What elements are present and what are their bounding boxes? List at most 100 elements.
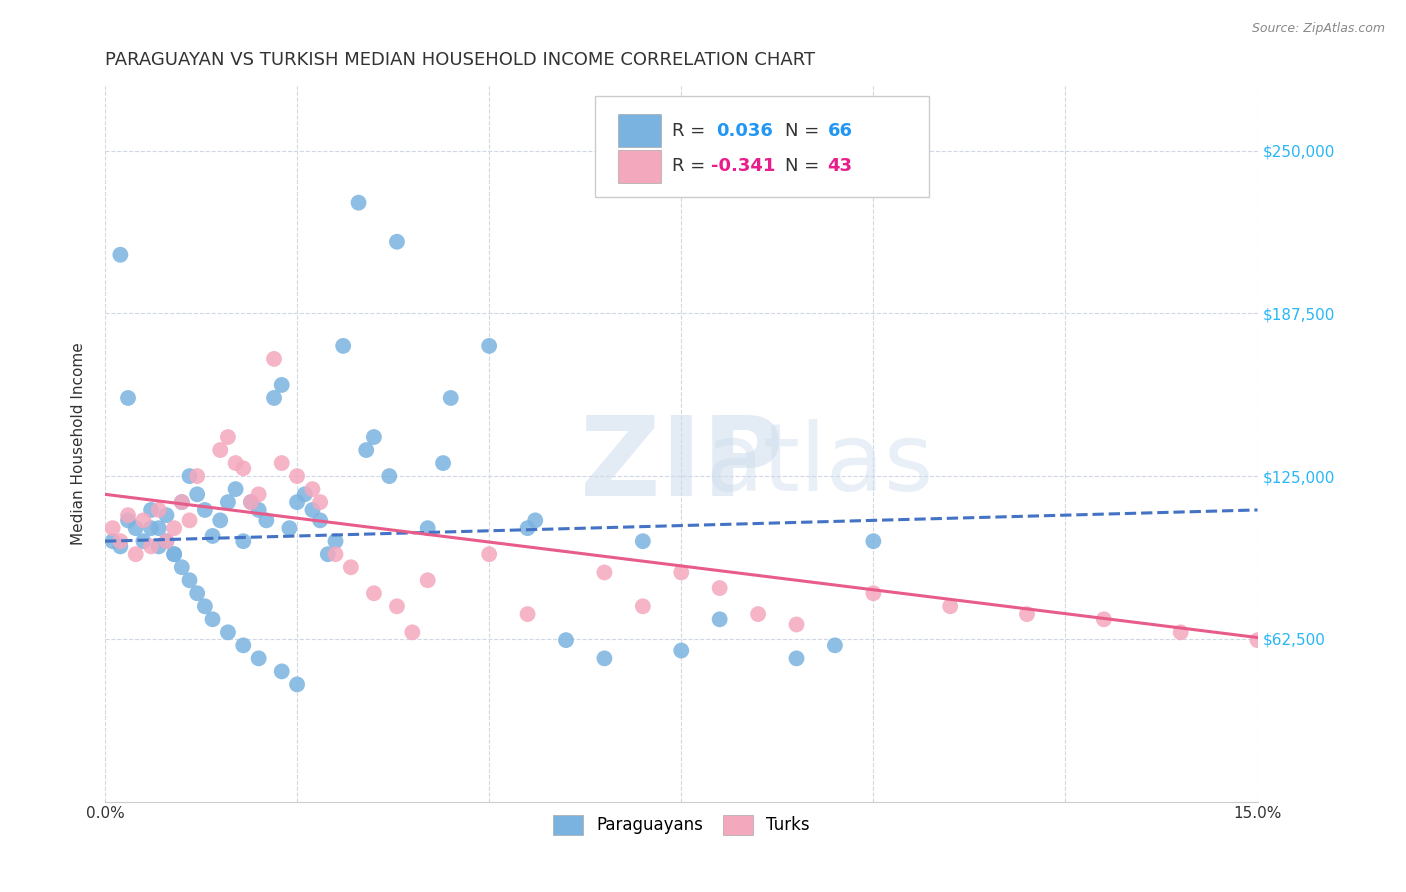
Point: [671, 643, 693, 657]
Point: [862, 534, 884, 549]
Point: [139, 540, 162, 554]
Legend: Paraguayans, Turks: Paraguayans, Turks: [544, 806, 818, 843]
Point: [179, 513, 201, 527]
Point: [194, 503, 217, 517]
Point: [301, 503, 323, 517]
Point: [217, 625, 239, 640]
Text: 66: 66: [828, 121, 852, 140]
Point: [240, 495, 263, 509]
Point: [593, 566, 616, 580]
Point: [163, 521, 186, 535]
Point: [155, 534, 177, 549]
Point: [285, 469, 308, 483]
Text: 0.036: 0.036: [716, 121, 773, 140]
Point: [1246, 633, 1268, 648]
Point: [132, 513, 155, 527]
Point: [671, 566, 693, 580]
Point: [240, 495, 263, 509]
Point: [478, 339, 501, 353]
Point: [1015, 607, 1038, 621]
Text: Source: ZipAtlas.com: Source: ZipAtlas.com: [1251, 22, 1385, 36]
Point: [110, 534, 132, 549]
FancyBboxPatch shape: [617, 114, 661, 147]
Point: [148, 503, 170, 517]
Point: [516, 607, 538, 621]
Point: [363, 586, 385, 600]
Point: [101, 534, 124, 549]
Text: N =: N =: [785, 157, 825, 176]
Point: [316, 547, 339, 561]
Point: [709, 581, 731, 595]
Text: N =: N =: [785, 121, 825, 140]
Text: PARAGUAYAN VS TURKISH MEDIAN HOUSEHOLD INCOME CORRELATION CHART: PARAGUAYAN VS TURKISH MEDIAN HOUSEHOLD I…: [105, 51, 815, 69]
Point: [294, 487, 316, 501]
Point: [378, 469, 401, 483]
Point: [340, 560, 363, 574]
Point: [285, 495, 308, 509]
Point: [524, 513, 547, 527]
Point: [416, 521, 439, 535]
Point: [139, 521, 162, 535]
Point: [225, 456, 247, 470]
Point: [309, 513, 332, 527]
Point: [747, 607, 769, 621]
Point: [125, 547, 148, 561]
Point: [824, 638, 846, 652]
Point: [225, 482, 247, 496]
Point: [254, 513, 277, 527]
Point: [278, 521, 301, 535]
Point: [385, 599, 408, 614]
Point: [263, 351, 285, 366]
Point: [247, 487, 270, 501]
Point: [939, 599, 962, 614]
Text: atlas: atlas: [706, 419, 934, 511]
Point: [325, 534, 347, 549]
Point: [631, 599, 654, 614]
Point: [347, 195, 370, 210]
Point: [217, 495, 239, 509]
Point: [270, 665, 292, 679]
Point: [110, 248, 132, 262]
Point: [354, 443, 377, 458]
Point: [170, 495, 193, 509]
Point: [593, 651, 616, 665]
Point: [416, 574, 439, 588]
Point: [440, 391, 463, 405]
Point: [432, 456, 454, 470]
Point: [401, 625, 423, 640]
Point: [263, 391, 285, 405]
Text: 43: 43: [828, 157, 852, 176]
Point: [363, 430, 385, 444]
Point: [270, 378, 292, 392]
Point: [155, 508, 177, 523]
Point: [125, 521, 148, 535]
Point: [862, 586, 884, 600]
Point: [148, 540, 170, 554]
Point: [247, 503, 270, 517]
Point: [516, 521, 538, 535]
Point: [155, 534, 177, 549]
Point: [786, 617, 808, 632]
Point: [163, 547, 186, 561]
Point: [1092, 612, 1115, 626]
Point: [332, 339, 354, 353]
Point: [555, 633, 578, 648]
Point: [709, 612, 731, 626]
Text: R =: R =: [672, 121, 711, 140]
Point: [217, 430, 239, 444]
Point: [247, 651, 270, 665]
Point: [179, 574, 201, 588]
Point: [301, 482, 323, 496]
Point: [163, 547, 186, 561]
Point: [139, 503, 162, 517]
Point: [194, 599, 217, 614]
FancyBboxPatch shape: [617, 150, 661, 183]
Point: [201, 529, 224, 543]
Point: [110, 540, 132, 554]
Point: [325, 547, 347, 561]
Point: [232, 534, 254, 549]
Point: [201, 612, 224, 626]
Point: [270, 456, 292, 470]
Point: [186, 487, 208, 501]
Y-axis label: Median Household Income: Median Household Income: [72, 343, 86, 545]
